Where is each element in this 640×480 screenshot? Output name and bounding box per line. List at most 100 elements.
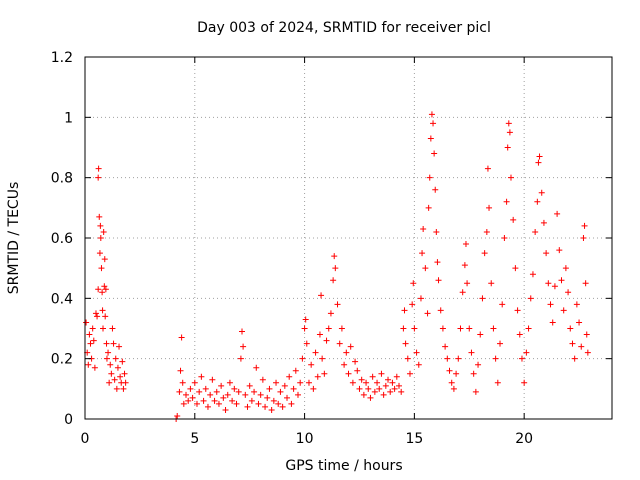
data-point xyxy=(294,391,301,398)
data-point xyxy=(174,412,181,419)
data-point xyxy=(316,331,323,338)
data-point xyxy=(510,216,517,223)
data-point xyxy=(187,385,194,392)
data-point xyxy=(299,355,306,362)
data-point xyxy=(349,379,356,386)
data-point xyxy=(235,388,242,395)
data-point xyxy=(101,283,108,290)
data-point xyxy=(226,379,233,386)
data-point xyxy=(331,253,338,260)
data-point xyxy=(387,388,394,395)
data-point xyxy=(464,280,471,287)
data-point xyxy=(347,343,354,350)
plot-frame xyxy=(84,56,613,420)
data-point xyxy=(569,340,576,347)
data-point xyxy=(481,250,488,257)
data-point xyxy=(490,325,497,332)
data-point xyxy=(90,337,97,344)
data-point xyxy=(422,265,429,272)
data-point xyxy=(179,379,186,386)
data-point xyxy=(229,397,236,404)
data-point xyxy=(97,235,104,241)
data-point xyxy=(554,210,561,217)
data-point xyxy=(288,400,295,407)
data-point xyxy=(525,325,532,332)
data-point xyxy=(497,340,504,347)
data-point xyxy=(382,382,389,389)
data-point xyxy=(409,301,416,308)
data-point xyxy=(103,355,110,362)
data-point xyxy=(512,265,519,272)
data-point xyxy=(573,301,580,308)
data-point xyxy=(439,325,446,332)
data-point xyxy=(523,349,530,356)
data-point xyxy=(462,241,469,248)
x-tick-label: 10 xyxy=(296,431,314,447)
data-point xyxy=(385,376,392,383)
data-point xyxy=(457,325,464,332)
data-point xyxy=(268,406,275,413)
data-point xyxy=(444,355,451,362)
data-point xyxy=(567,325,574,332)
y-tick-label: 0.4 xyxy=(51,291,73,307)
data-point xyxy=(527,295,534,302)
data-point xyxy=(433,228,440,235)
data-point xyxy=(345,370,352,377)
data-point xyxy=(468,349,475,356)
data-point xyxy=(576,319,583,326)
data-point xyxy=(432,186,439,193)
data-point xyxy=(277,388,284,395)
data-point xyxy=(507,174,514,181)
data-point xyxy=(545,280,552,287)
data-point xyxy=(428,111,435,118)
y-tick-label: 0.6 xyxy=(51,231,73,247)
data-point xyxy=(578,343,585,350)
data-point xyxy=(420,225,427,232)
data-point xyxy=(336,340,343,347)
data-point xyxy=(413,349,420,356)
data-point xyxy=(479,295,486,302)
data-point xyxy=(367,394,374,401)
data-point xyxy=(213,388,220,395)
data-point xyxy=(233,400,240,407)
data-point xyxy=(430,120,437,127)
data-point xyxy=(393,373,400,380)
data-point xyxy=(191,379,198,386)
data-point xyxy=(109,325,116,332)
data-point xyxy=(453,370,460,377)
data-point xyxy=(92,310,99,317)
data-point xyxy=(580,235,587,241)
data-point xyxy=(334,301,341,308)
data-point xyxy=(246,382,253,389)
data-point xyxy=(584,349,591,356)
tick-labels: 0 5 10 15 20 0 0.2 0.4 0.6 0.8 1 1.2 xyxy=(51,50,533,447)
data-point xyxy=(112,355,119,362)
data-point xyxy=(327,310,334,317)
data-point xyxy=(505,120,512,127)
data-point xyxy=(89,325,96,332)
data-point xyxy=(259,376,266,383)
axis-ticks xyxy=(84,56,612,420)
data-point xyxy=(117,373,124,380)
data-point xyxy=(224,391,231,398)
data-point xyxy=(257,391,264,398)
data-point xyxy=(448,379,455,386)
data-point xyxy=(119,358,126,365)
data-point xyxy=(492,355,499,362)
x-tick-label: 5 xyxy=(190,431,199,447)
data-point xyxy=(95,174,102,181)
data-point xyxy=(365,385,372,392)
data-point xyxy=(202,385,209,392)
data-point xyxy=(477,331,484,338)
data-point xyxy=(100,228,107,235)
data-point xyxy=(266,385,273,392)
data-point xyxy=(551,283,558,290)
data-point xyxy=(565,289,572,296)
data-point xyxy=(472,388,479,395)
data-point xyxy=(360,391,367,398)
data-point xyxy=(540,219,547,226)
data-point xyxy=(434,259,441,266)
data-point xyxy=(437,307,444,314)
data-point xyxy=(99,289,106,296)
data-point xyxy=(310,385,317,392)
